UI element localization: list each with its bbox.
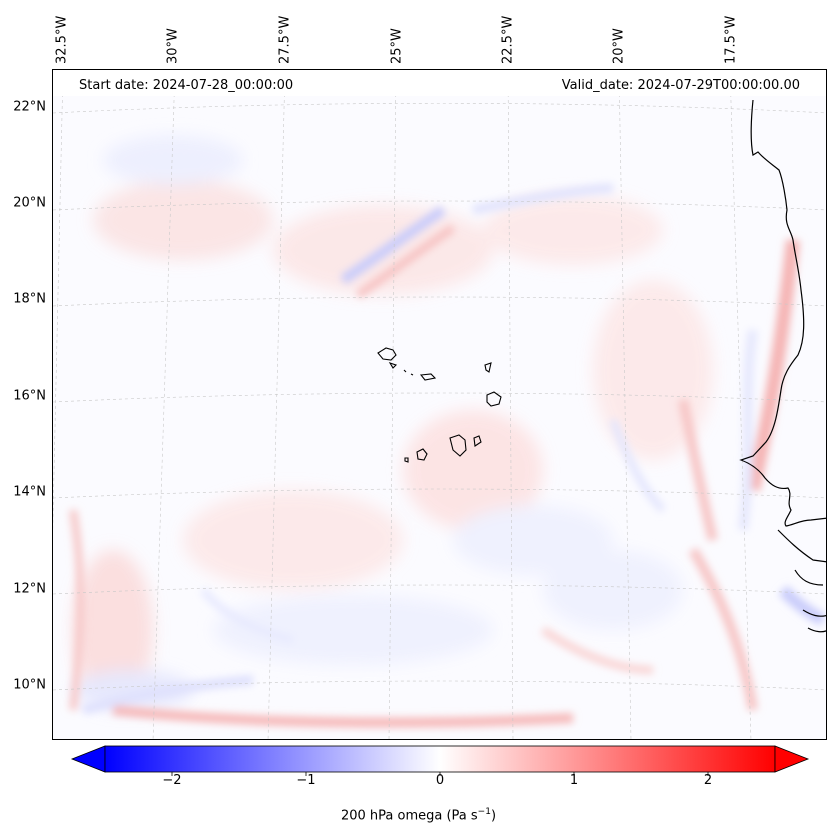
lon-label: 17.5°W — [723, 15, 739, 64]
lon-label: 30°W — [165, 28, 181, 64]
valid-date-label: Valid_date: 2024-07-29T00:00:00.00 — [561, 78, 800, 93]
lat-label: 20°N — [13, 195, 46, 211]
map-panel — [52, 69, 827, 740]
colorbar-tick-label: −1 — [296, 773, 316, 788]
colorbar-tick-label: 1 — [569, 773, 579, 788]
cape-verde-islands — [377, 347, 502, 463]
colorbar-tick-label: −2 — [162, 773, 182, 788]
omega-field — [53, 70, 826, 739]
colorbar — [70, 745, 810, 776]
lat-label: 14°N — [13, 484, 46, 500]
colorbar-label: 200 hPa omega (Pa s−1) — [340, 807, 497, 824]
lon-label: 22.5°W — [500, 15, 516, 64]
lat-label: 16°N — [13, 388, 46, 404]
lon-label: 27.5°W — [277, 15, 293, 64]
coastline — [739, 99, 826, 633]
colorbar-tick-label: 2 — [703, 773, 713, 788]
lat-label: 22°N — [13, 99, 46, 115]
colorbar-extend-max — [774, 745, 810, 773]
colorbar-tick-label: 0 — [435, 773, 445, 788]
lat-label: 10°N — [13, 677, 46, 693]
lat-label: 12°N — [13, 581, 46, 597]
lon-label: 20°W — [611, 28, 627, 64]
lon-label: 25°W — [389, 28, 405, 64]
lat-label: 18°N — [13, 291, 46, 307]
colorbar-extend-min — [70, 745, 106, 773]
header-bar — [53, 70, 826, 96]
lon-label: 32.5°W — [54, 15, 70, 64]
colorbar-body — [104, 745, 776, 773]
start-date-label: Start date: 2024-07-28_00:00:00 — [79, 78, 294, 93]
